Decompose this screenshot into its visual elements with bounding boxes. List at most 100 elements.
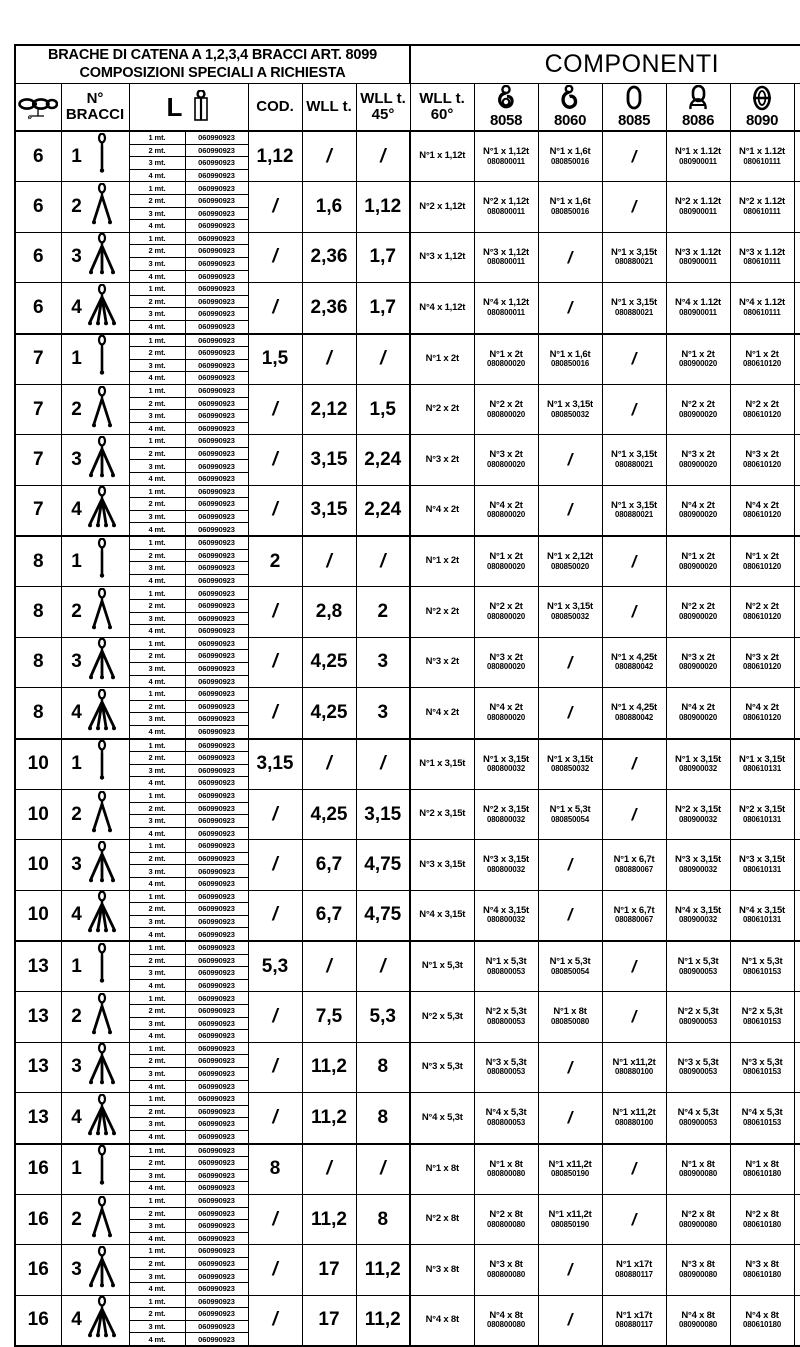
sling-configuration-icon: [85, 435, 119, 484]
cell-legs: 1: [60, 738, 130, 790]
cell-cod: 060990923 060990923 060990923 060990923: [184, 231, 249, 284]
cod-value-1: 060990923: [185, 296, 248, 309]
cell-8085: /: [537, 839, 603, 891]
legs-count: 2: [71, 601, 82, 623]
length-option-1: 2 mt.: [129, 245, 185, 258]
c8085-qty: N°1 x 8t: [553, 1006, 587, 1018]
c8060-code: 080800032: [486, 764, 526, 774]
cell-8086: /: [601, 738, 667, 790]
cell-8061F: N°1 x 3,15t 080610131: [729, 738, 795, 790]
c8060-code: 080800053: [486, 1117, 526, 1127]
cell-8085: /: [537, 231, 603, 284]
cod-value-2: 060990923: [185, 1220, 248, 1233]
cod-value-0: 060990923: [185, 1093, 248, 1106]
cell-8058: N°1 x 2t: [409, 333, 475, 385]
c8060-qty: N°2 x 2t: [489, 601, 523, 613]
clevis-hook-icon: [539, 84, 602, 111]
c8058-qty: N°3 x 8t: [425, 1263, 460, 1275]
table-row: 13 3 1 mt. 2 mt. 3 mt. 4 mt. 060990923 060990…: [14, 1041, 800, 1094]
table-row: 8 2 1 mt. 2 mt. 3 mt. 4 mt. 060990923 0609909…: [14, 586, 800, 638]
cell-wll: /: [247, 434, 303, 486]
cell-8061F: N°4 x 3,15t 080610131: [729, 889, 795, 943]
cell-8060: N°1 x 8t 080800080: [473, 1143, 539, 1195]
cell-cod: 060990923 060990923 060990923 060990923: [184, 991, 249, 1043]
length-option-3: 4 mt.: [148, 1284, 166, 1294]
length-option-1: 2 mt.: [129, 398, 185, 411]
cell-8090: N°2 x 8t 080900080: [665, 1193, 731, 1246]
c8060-qty: N°1 x 1,12t: [483, 146, 530, 158]
cell-wll-60: 1,7: [355, 282, 411, 335]
cell-8061F: N°1 x 1.12t 080610111: [729, 130, 795, 183]
length-option-2: 3 mt.: [129, 360, 185, 373]
cod-value-1: 060990923: [185, 195, 248, 208]
sling-configuration-icon: [85, 1195, 119, 1244]
c8060-code: 080800011: [487, 207, 525, 217]
c8060-code: 080800080: [486, 1320, 526, 1330]
cell-8090: N°1 x 8t 080900080: [665, 1143, 731, 1195]
c8086-none: /: [631, 197, 637, 217]
c8085-code: 080850032: [550, 764, 590, 774]
legs-count: 3: [71, 246, 82, 268]
cell-legs: 4: [60, 282, 130, 335]
cell-cod: 060990923 060990923 060990923 060990923: [184, 940, 249, 993]
c8058-qty: N°3 x 2t: [425, 656, 460, 668]
cell-8100: 3,15t 081000032: [793, 788, 800, 841]
title-line-2: COMPOSIZIONI SPECIALI A RICHIESTA: [79, 65, 346, 82]
c8061F-qty: N°3 x 5,3t: [741, 1056, 783, 1068]
cell-legs: 4: [60, 687, 130, 740]
c8100-code: 081000053: [795, 1019, 800, 1028]
cell-8090: N°3 x 8t 080900080: [665, 1244, 731, 1296]
c8090-code: 080900020: [678, 612, 718, 622]
cell-8100: 5,3t 081000053: [793, 1041, 800, 1094]
cod-value-3: 060990923: [198, 828, 235, 838]
cod-value-3: 060990923: [198, 1284, 235, 1294]
cell-wll-60: 2,24: [355, 434, 411, 486]
cell-8085: N°1 x 1,6t 080850016: [537, 130, 603, 183]
length-option-3: 4 mt.: [148, 676, 166, 686]
c8090-qty: N°3 x 1.12t: [675, 246, 722, 258]
cell-legs: 4: [60, 889, 130, 943]
cell-lengths: 1 mt. 2 mt. 3 mt. 4 mt.: [128, 535, 186, 588]
c8085-none: /: [567, 1310, 573, 1330]
cell-8060: N°3 x 2t 080800020: [473, 636, 539, 689]
cell-wll-60: 4,75: [355, 889, 411, 943]
cell-8090: N°4 x 2t 080900020: [665, 687, 731, 740]
c8060-qty: N°1 x 5,3t: [485, 956, 527, 968]
c8058-qty: N°2 x 3,15t: [419, 808, 466, 820]
sling-configuration-icon: [85, 1093, 119, 1142]
c8060-code: 080800011: [487, 156, 525, 166]
c8058-qty: N°4 x 2t: [425, 706, 460, 718]
cell-8060: N°1 x 1,12t 080800011: [473, 130, 539, 183]
cell-wll: 1,12: [247, 130, 303, 183]
c8086-none: /: [631, 602, 637, 622]
cod-value-0: 060990923: [185, 587, 248, 600]
cell-8060: N°4 x 2t 080800020: [473, 484, 539, 538]
cod-value-3: 060990923: [198, 980, 235, 990]
c8085-none: /: [567, 652, 573, 672]
cell-8100: 8t 081000080: [793, 1294, 800, 1347]
header-component-8061F: 8061F: [793, 82, 800, 133]
table-row: 10 4 1 mt. 2 mt. 3 mt. 4 mt. 060990923 060990…: [14, 889, 800, 943]
length-option-2: 3 mt.: [129, 460, 185, 474]
cod-value-0: 060990923: [185, 1245, 248, 1258]
cell-8060: N°4 x 8t 080800080: [473, 1294, 539, 1347]
cell-legs: 3: [60, 839, 130, 891]
cell-8086: N°1 x 3,15t 080880021: [601, 484, 667, 538]
c8086-qty: N°1 x 3,15t: [611, 297, 658, 309]
c8090-code: 080900020: [678, 459, 718, 469]
c8061F-qty: N°2 x 2t: [745, 601, 779, 613]
cell-diameter: 10: [14, 788, 62, 841]
cell-8058: N°2 x 2t: [409, 586, 475, 638]
c8058-qty: N°3 x 3,15t: [419, 858, 466, 870]
cell-8090: N°4 x 1.12t 080900011: [665, 282, 731, 335]
cell-wll-45: 3,15: [301, 484, 357, 538]
cell-wll-60: 1,12: [355, 181, 411, 233]
cell-wll-45: 4,25: [301, 636, 357, 689]
c8100-qty: 5,3t: [795, 1056, 800, 1069]
cod-value-3: 060990923: [198, 322, 235, 332]
cell-cod: 060990923 060990923 060990923 060990923: [184, 383, 249, 436]
sling-configuration-icon: [85, 942, 119, 991]
cell-8090: N°4 x 3,15t 080900032: [665, 889, 731, 943]
c8100-qty: 5,3t: [795, 955, 800, 968]
cell-wll-60: 11,2: [355, 1294, 411, 1347]
